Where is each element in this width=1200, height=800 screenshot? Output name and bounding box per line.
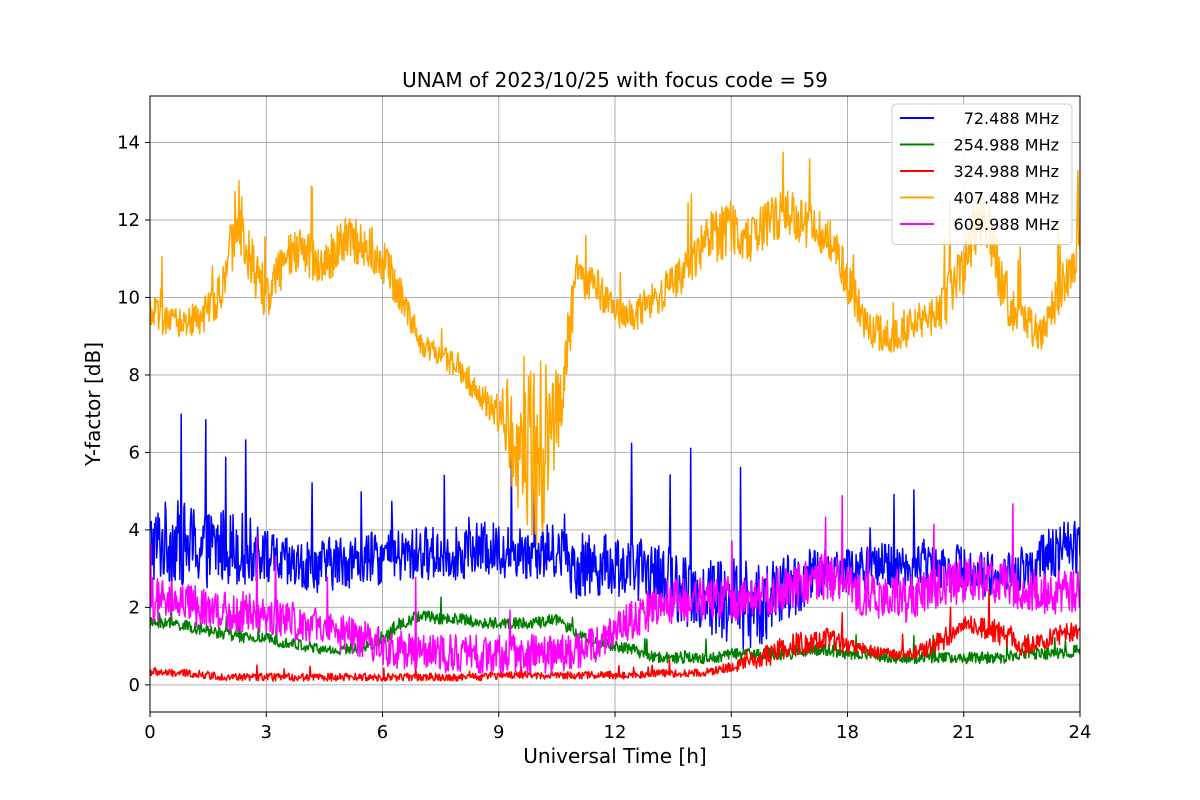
x-tick-label: 24 bbox=[1069, 722, 1092, 743]
y-tick-label: 2 bbox=[129, 597, 140, 618]
x-tick-label: 12 bbox=[604, 722, 627, 743]
y-tick-label: 14 bbox=[117, 132, 140, 153]
legend-entry: 72.488 MHz bbox=[964, 109, 1059, 128]
x-tick-label: 3 bbox=[261, 722, 272, 743]
x-tick-label: 15 bbox=[720, 722, 743, 743]
y-tick-label: 6 bbox=[129, 442, 140, 463]
x-tick-label: 18 bbox=[836, 722, 859, 743]
series-line-3 bbox=[150, 151, 1080, 545]
y-tick-label: 8 bbox=[129, 365, 140, 386]
series-line-0 bbox=[150, 413, 1080, 650]
chart-title: UNAM of 2023/10/25 with focus code = 59 bbox=[402, 68, 828, 92]
x-tick-label: 6 bbox=[377, 722, 388, 743]
legend-entry: 254.988 MHz bbox=[954, 136, 1059, 155]
x-tick-label: 9 bbox=[493, 722, 504, 743]
y-tick-label: 0 bbox=[129, 675, 140, 696]
legend: 72.488 MHz 254.988 MHz 324.988 MHz 407.488 … bbox=[891, 103, 1073, 245]
y-tick-label: 10 bbox=[117, 287, 140, 308]
x-axis-label: Universal Time [h] bbox=[523, 744, 706, 768]
legend-box bbox=[891, 103, 1073, 245]
series-line-2 bbox=[150, 588, 1080, 682]
series-layer bbox=[150, 151, 1080, 682]
legend-entry: 324.988 MHz bbox=[954, 162, 1059, 181]
y-tick-label: 12 bbox=[117, 210, 140, 231]
legend-entry: 609.988 MHz bbox=[954, 215, 1059, 234]
x-tick-label: 21 bbox=[952, 722, 975, 743]
x-tick-label: 0 bbox=[144, 722, 155, 743]
legend-entry: 407.488 MHz bbox=[954, 189, 1059, 208]
y-tick-label: 4 bbox=[129, 520, 140, 541]
y-axis-label: Y-factor [dB] bbox=[81, 342, 105, 467]
series-line-4 bbox=[150, 494, 1080, 674]
